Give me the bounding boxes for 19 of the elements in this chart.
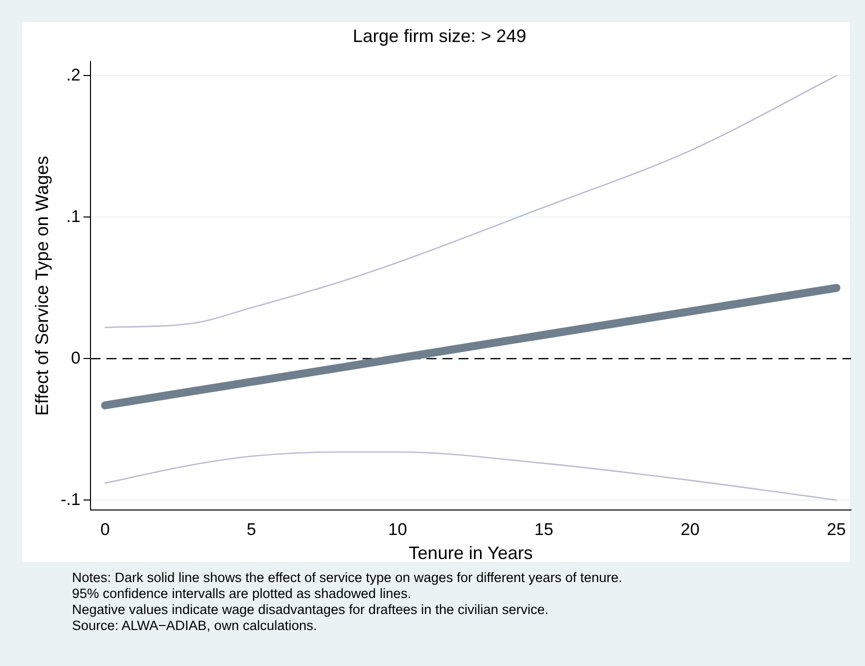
x-tick-label: 0 [100,520,110,539]
x-tick-label: 25 [826,520,846,539]
text: Notes: Dark solid line shows the effect of service type on wages for different years of tenure. [72,570,622,586]
source-note: Source: ALWA−ADIAB, own calculations. [72,618,318,634]
text: Negative values indicate wage disadvantages for draftees in the civilian service. [72,602,550,618]
x-tick-label: 10 [388,520,408,539]
y-tick-label: -.1 [60,490,80,509]
line-series [104,451,838,501]
y-axis-title: Effect of Service Type on Wages [32,156,52,416]
x-tick-label: 20 [680,520,700,539]
text: 95% confidence intervalls are plotted as shadowed lines. [72,586,412,602]
chart-title: Large firm size: > 249 [352,26,526,46]
y-tick-label: 0 [70,348,80,368]
x-tick-label: 5 [246,520,256,539]
line-series [104,75,838,328]
x-tick-label: 15 [534,520,554,539]
x-axis-title: Tenure in Years [408,543,533,564]
y-tick-label: .1 [66,206,80,226]
y-tick-label: .2 [66,65,80,84]
